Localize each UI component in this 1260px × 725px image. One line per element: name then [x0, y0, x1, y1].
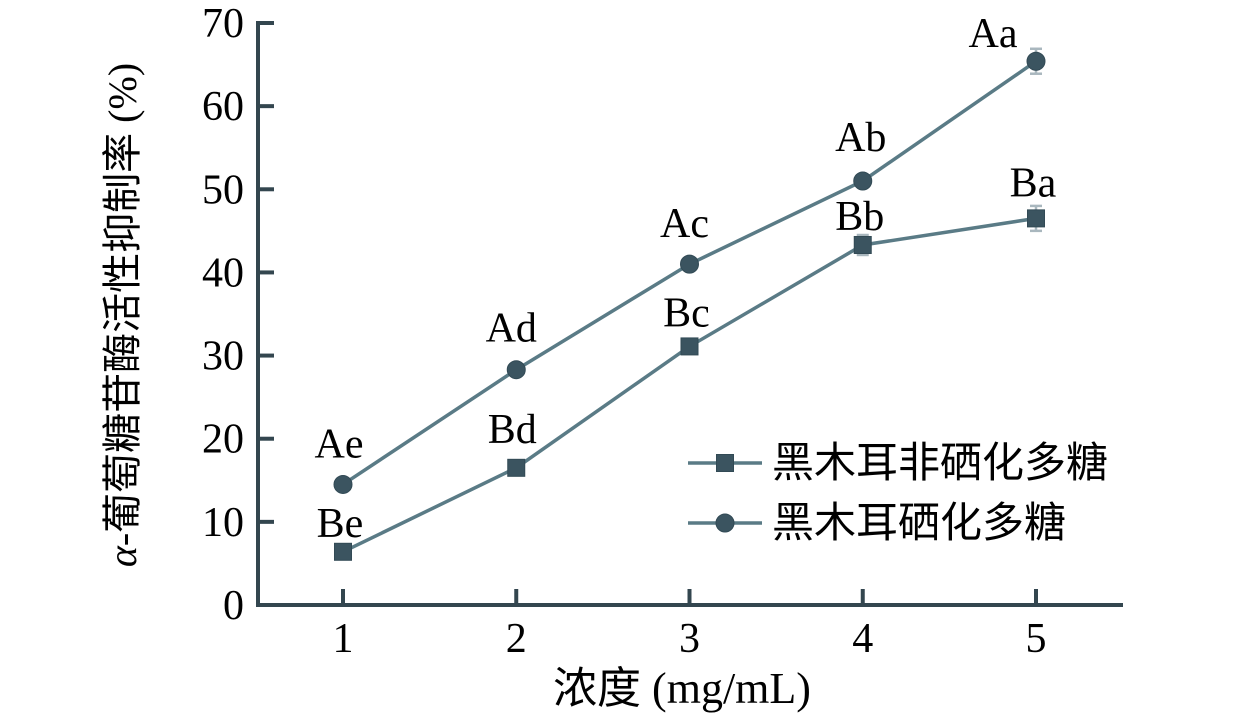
data-point-label: Ac — [660, 201, 709, 247]
data-point-label: Ba — [1010, 160, 1057, 206]
y-tick-label: 30 — [202, 334, 244, 380]
legend-marker-circle — [715, 513, 735, 533]
data-point-label: Ad — [486, 306, 537, 352]
x-tick-label: 2 — [506, 616, 527, 662]
data-point-marker-square — [507, 458, 526, 477]
y-axis-title: α-葡萄糖苷酶活性抑制率 (%) — [100, 63, 145, 567]
legend-label: 黑木耳硒化多糖 — [772, 501, 1066, 547]
y-axis-title-alpha: α — [100, 545, 145, 567]
y-tick-label: 10 — [202, 500, 244, 546]
data-point-label: Aa — [969, 11, 1018, 57]
legend-marker-square — [716, 454, 734, 472]
data-point-marker-square — [680, 337, 699, 356]
x-tick-label: 4 — [852, 616, 873, 662]
y-tick-label: 60 — [202, 84, 244, 130]
data-point-marker-circle — [680, 254, 699, 274]
data-point-label: Ae — [315, 421, 364, 467]
x-axis-title: 浓度 (mg/mL) — [553, 664, 811, 713]
x-tick-label: 3 — [679, 616, 700, 662]
data-point-label: Bc — [663, 290, 710, 336]
y-tick-label: 20 — [202, 417, 244, 463]
data-point-marker-circle — [853, 171, 873, 191]
x-tick-label: 5 — [1026, 616, 1047, 662]
y-axis-title-rest: -葡萄糖苷酶活性抑制率 (%) — [100, 63, 145, 546]
y-tick-label: 40 — [202, 250, 244, 296]
data-point-marker-square — [1027, 209, 1045, 228]
data-point-marker-circle — [506, 360, 526, 380]
data-point-marker-square — [853, 235, 872, 254]
x-tick-label: 1 — [333, 616, 354, 662]
data-point-marker-circle — [1026, 51, 1046, 71]
y-tick-label: 0 — [223, 583, 244, 629]
y-tick-label: 50 — [202, 167, 244, 213]
data-point-label: Be — [317, 501, 364, 547]
legend-label: 黑木耳非硒化多糖 — [772, 441, 1108, 487]
data-point-marker-circle — [333, 474, 353, 494]
y-tick-label: 70 — [202, 1, 244, 47]
data-point-label: Ab — [835, 115, 886, 161]
data-point-marker-square — [334, 542, 352, 561]
data-point-label: Bb — [835, 194, 884, 240]
data-point-label: Bd — [488, 407, 537, 453]
